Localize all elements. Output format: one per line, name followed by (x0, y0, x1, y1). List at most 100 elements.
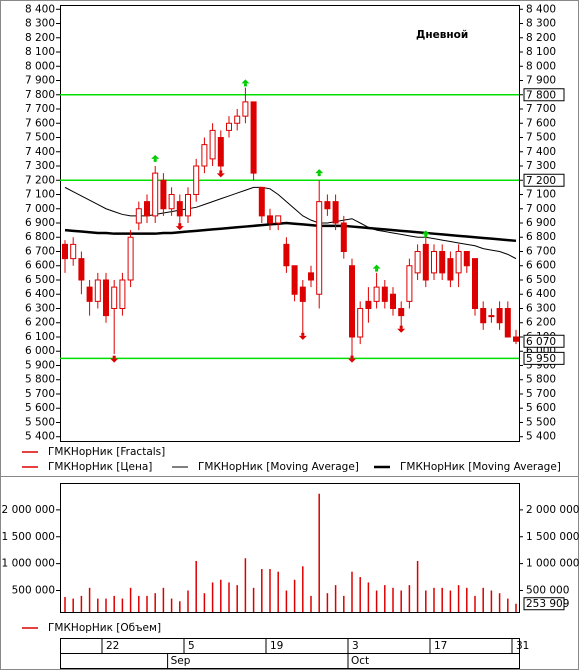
volume-bar (343, 595, 345, 612)
x-tick-label: 31 (516, 640, 529, 652)
y-tick-label: 5 400 (526, 431, 556, 443)
volume-bar (220, 579, 222, 612)
price-tag (523, 173, 565, 187)
y-tick-label: 6 900 (25, 217, 55, 229)
candle-body (422, 243, 429, 281)
volume-bar (88, 587, 91, 612)
candle-body (176, 201, 183, 217)
fractal-down (216, 173, 225, 178)
legend-label: ГМКНорНик [Moving Average] (198, 461, 359, 473)
y-tick-label: 5 500 (25, 416, 55, 428)
price-tag (523, 88, 565, 102)
candle-body (135, 208, 142, 224)
volume-bar (129, 587, 132, 612)
month-label: Sep (171, 655, 191, 667)
volume-bar (400, 590, 402, 612)
volume-bar (466, 587, 468, 612)
candle-body (488, 315, 495, 318)
price-tag-label: 253 909 (526, 598, 569, 610)
volume-bar (408, 585, 411, 612)
y-tick-label: 8 100 (25, 46, 55, 58)
y-tick-label: 6 800 (526, 231, 556, 243)
y-tick-label: 5 500 (526, 416, 556, 428)
y-tick-label: 6 000 (25, 345, 55, 357)
legend-label: ГМКНорНик [Fractals] (48, 446, 165, 458)
candle-body (513, 336, 519, 342)
fractal-up-stem (424, 234, 428, 238)
volume-bar (326, 593, 329, 612)
month-label: Oct (351, 655, 369, 667)
candle-body (414, 250, 421, 274)
y-tick-label: 2 000 000 (2, 504, 55, 516)
candle-body (349, 265, 355, 338)
y-tick-label: 7 900 (25, 75, 55, 87)
y-tick-label: 7 500 (526, 132, 556, 144)
candle-body (406, 265, 413, 302)
y-tick-label: 6 300 (25, 302, 55, 314)
x-tick-label: 19 (270, 640, 283, 652)
volume-bar (269, 569, 271, 612)
volume-bar (121, 598, 124, 612)
volume-bar (146, 595, 148, 612)
volume-bar (441, 587, 443, 612)
candle-body (398, 307, 405, 317)
volume-bar (334, 585, 337, 612)
y-tick-label: 5 800 (526, 374, 556, 386)
y-tick-label: 1 000 000 (526, 558, 579, 570)
volume-bar (515, 603, 517, 612)
candle-body (463, 250, 470, 267)
volume-bar (228, 582, 230, 612)
y-tick-label: 7 000 (25, 203, 55, 215)
volume-bar (203, 593, 206, 612)
x-tick-label: 5 (188, 640, 195, 652)
y-tick-label: 5 800 (25, 374, 55, 386)
y-tick-label: 6 100 (25, 331, 55, 343)
y-tick-label: 6 500 (25, 274, 55, 286)
candle-body (160, 179, 167, 210)
volume-bar (507, 598, 509, 612)
candle-body (168, 194, 175, 210)
volume-bar (318, 493, 320, 612)
fractal-up (151, 154, 160, 159)
volume-bar (474, 595, 476, 612)
volume-bar (187, 590, 189, 612)
candle-body (332, 201, 339, 224)
y-tick-label: 5 600 (526, 402, 556, 414)
volume-bar (498, 593, 501, 612)
y-tick-label: 5 600 (25, 402, 55, 414)
volume-bar (367, 582, 370, 612)
candle-body (357, 307, 364, 338)
candle-body (242, 101, 249, 117)
candle-body (480, 307, 487, 324)
candle-body (267, 215, 273, 224)
y-tick-label: 6 800 (25, 231, 55, 243)
candle-body (103, 279, 109, 317)
y-tick-label: 7 300 (25, 160, 55, 172)
price-tag (523, 351, 565, 365)
volume-plot (60, 483, 520, 613)
volume-bar (392, 587, 394, 612)
y-tick-label: 1 500 000 (526, 531, 579, 543)
fractal-down (110, 358, 119, 363)
fractal-down-stem (350, 355, 354, 359)
volume-bar (285, 590, 288, 612)
y-tick-label: 6 700 (526, 245, 556, 257)
candle-body (86, 286, 93, 302)
fractal-down-stem (219, 170, 223, 174)
candle-body (308, 272, 314, 281)
price-tag (523, 597, 565, 611)
volume-bar (138, 595, 140, 612)
candle-body (455, 250, 462, 274)
volume-bar (261, 569, 263, 612)
volume-bar (302, 566, 304, 612)
candle-body (340, 222, 347, 252)
y-tick-label: 6 300 (526, 302, 556, 314)
candle-body (70, 243, 77, 260)
fractal-up (372, 264, 381, 269)
candle-body (94, 279, 101, 302)
candle-body (111, 286, 118, 309)
volume-bar (384, 585, 386, 612)
fractal-down (298, 335, 307, 340)
volume-bar (425, 590, 427, 612)
volume-bar (236, 585, 238, 612)
